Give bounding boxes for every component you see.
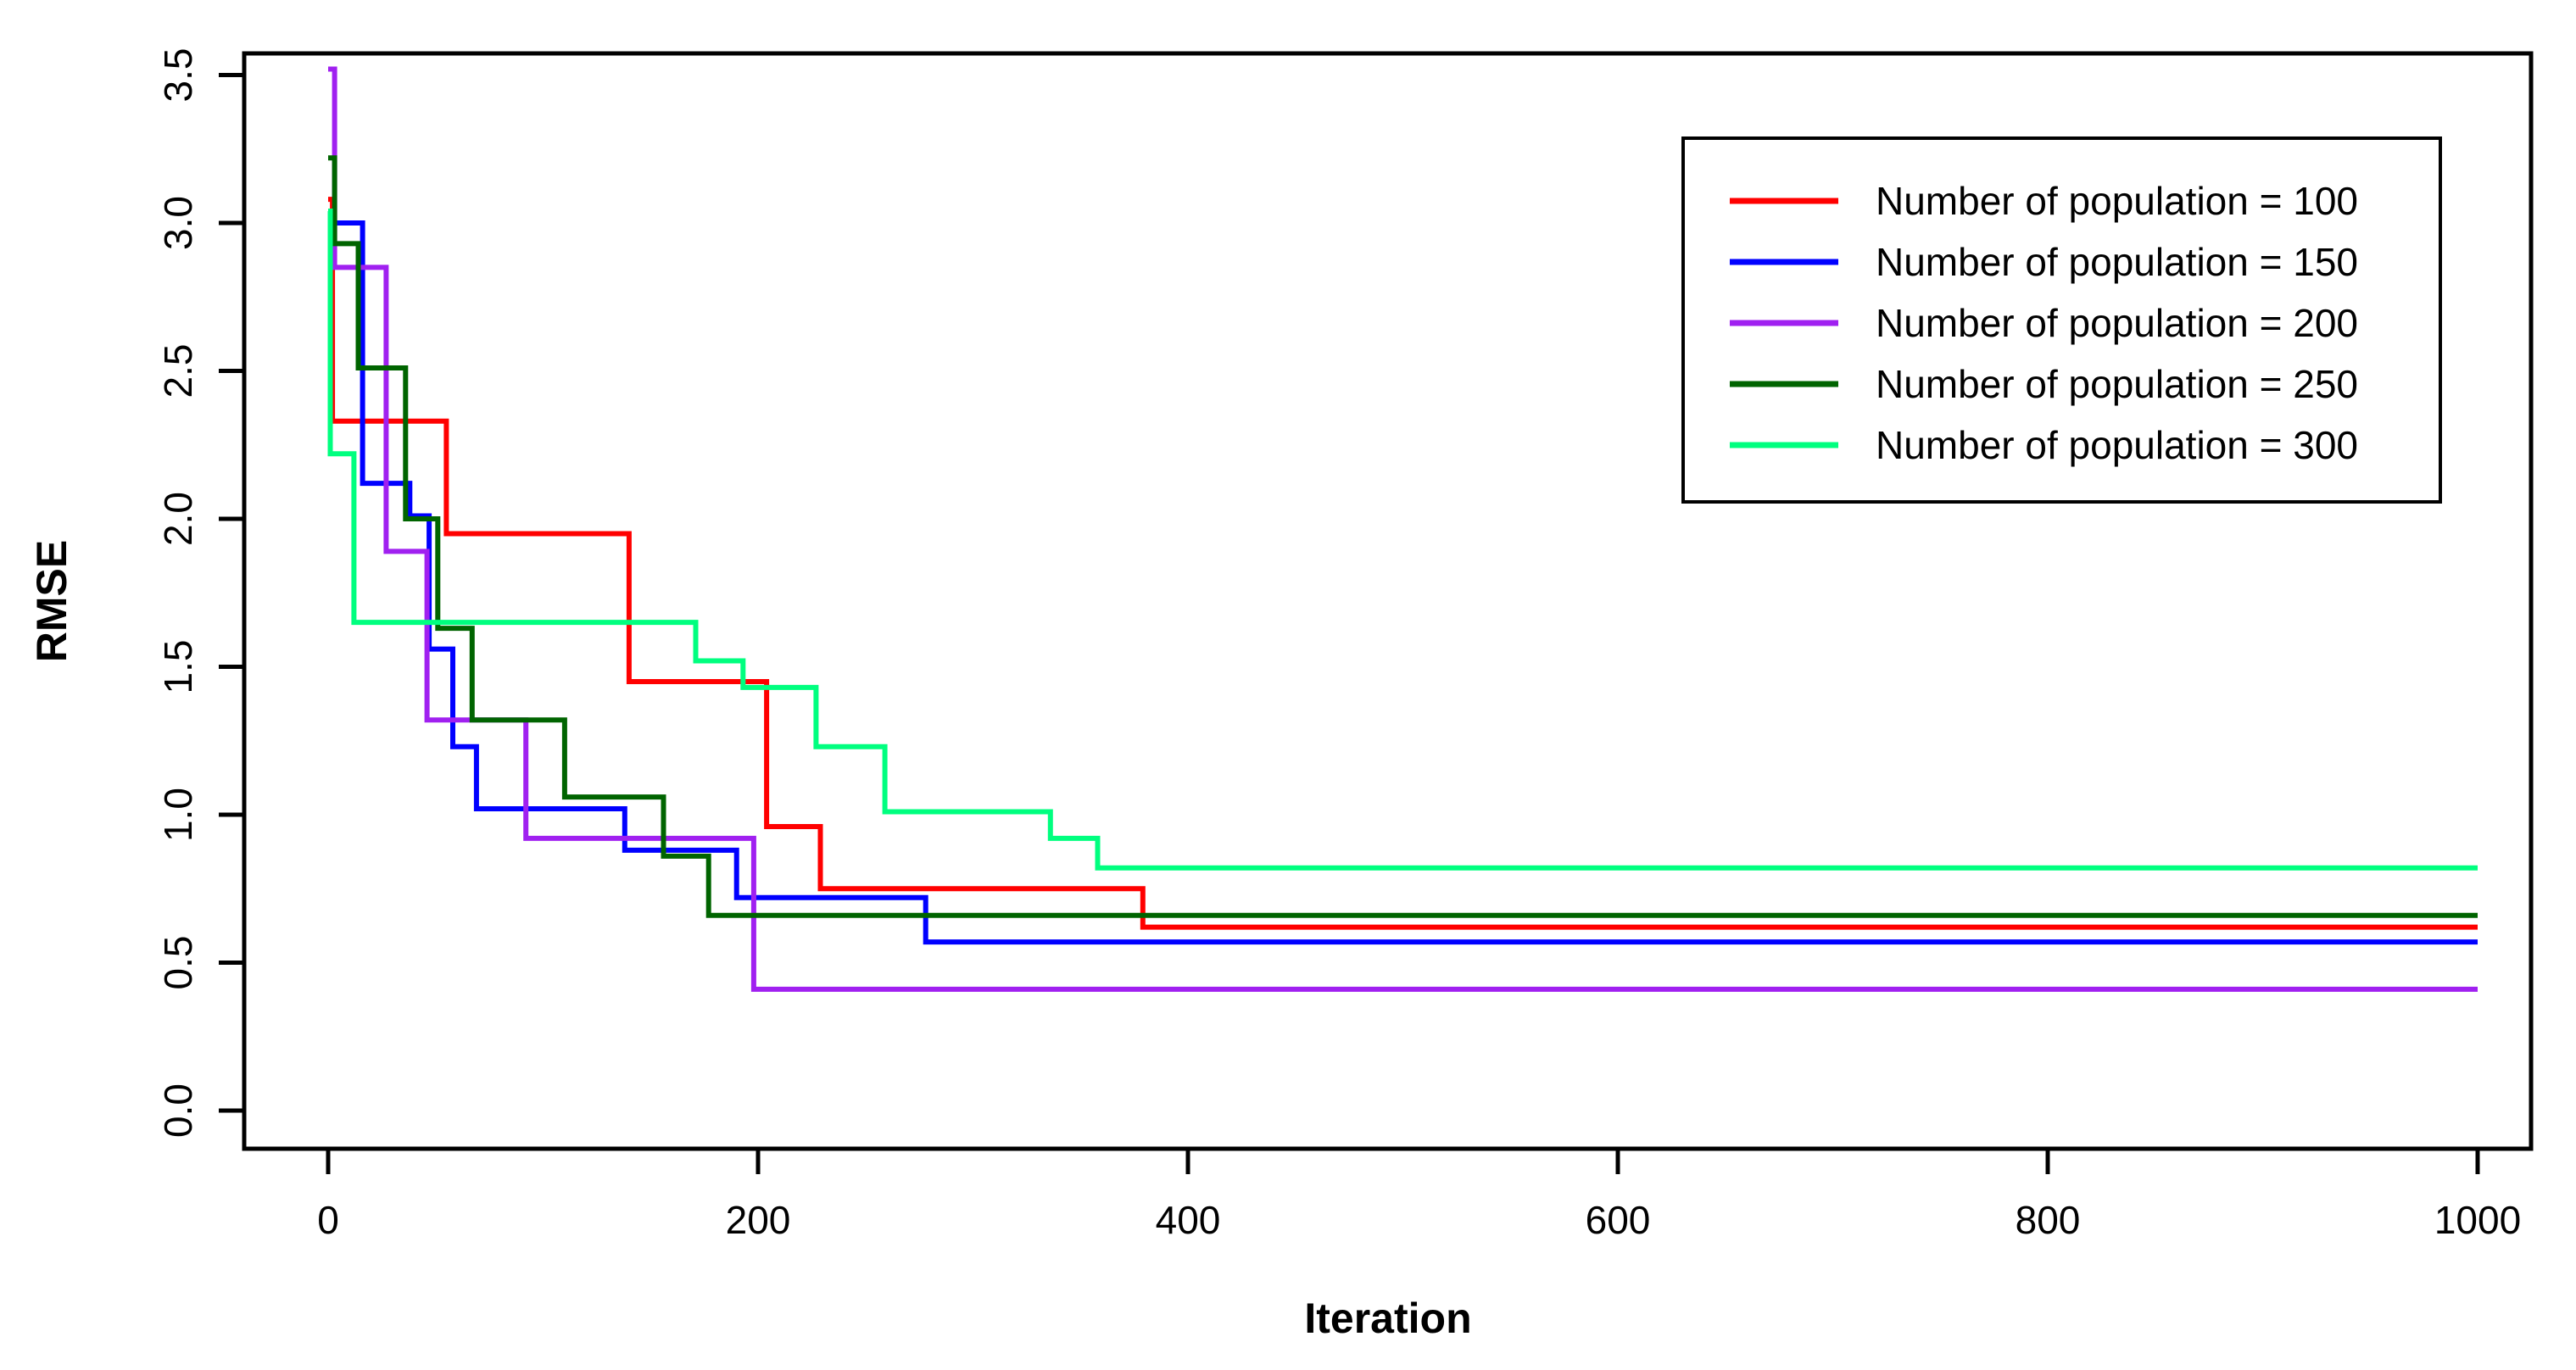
y-tick-label: 2.0	[156, 492, 200, 546]
x-tick-label: 400	[1156, 1198, 1221, 1242]
x-tick-label: 800	[2016, 1198, 2081, 1242]
series-line-pop-300	[327, 209, 2478, 871]
y-tick-label: 3.0	[156, 196, 200, 250]
legend-item: Number of population = 300	[1730, 423, 2358, 467]
legend-item: Number of population = 200	[1730, 301, 2358, 345]
y-tick-label: 2.5	[156, 344, 200, 398]
series-line-pop-100	[328, 197, 2478, 930]
legend-label: Number of population = 250	[1876, 362, 2358, 406]
legend-item: Number of population = 250	[1730, 362, 2358, 406]
series-lines	[327, 66, 2478, 992]
y-tick-label: 0.5	[156, 936, 200, 990]
legend-label: Number of population = 100	[1876, 179, 2358, 223]
series-line-pop-250	[328, 155, 2478, 918]
legend: Number of population = 100 Number of popu…	[1681, 136, 2442, 504]
x-axis-title: Iteration	[1304, 1295, 1471, 1342]
plot-area	[242, 51, 2534, 1151]
x-tick-label: 1000	[2434, 1198, 2521, 1242]
y-tick-label: 0.0	[156, 1083, 200, 1138]
y-tick-label: 3.5	[156, 48, 200, 103]
x-tick-label: 0	[317, 1198, 339, 1242]
axes: 0 200 400 600 800 1000 0.0 0.5 1.0 1.5 2.0 2.5 3.0 3.…	[156, 48, 2521, 1242]
x-tick-label: 600	[1586, 1198, 1651, 1242]
series-line-pop-150	[328, 220, 2478, 945]
x-tick-label: 200	[726, 1198, 791, 1242]
legend-item: Number of population = 100	[1730, 179, 2358, 223]
y-axis-title: RMSE	[28, 540, 75, 662]
legend-label: Number of population = 200	[1876, 301, 2358, 345]
y-tick-label: 1.5	[156, 640, 200, 694]
y-tick-label: 1.0	[156, 788, 200, 842]
legend-item: Number of population = 150	[1730, 240, 2358, 284]
legend-label: Number of population = 150	[1876, 240, 2358, 284]
legend-label: Number of population = 300	[1876, 423, 2358, 467]
plot-border	[242, 51, 2534, 1151]
